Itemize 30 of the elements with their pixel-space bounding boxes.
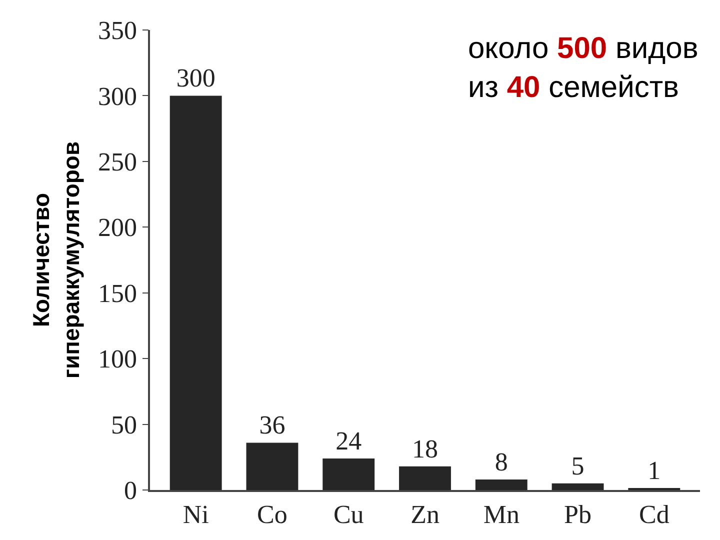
- x-tick-label: Cd: [639, 500, 670, 529]
- x-tick-label: Mn: [483, 500, 520, 529]
- bar: [322, 458, 375, 490]
- bar: [170, 96, 222, 490]
- x-tick-label: Zn: [410, 500, 440, 529]
- data-label: 24: [336, 426, 362, 456]
- data-label: 1: [648, 456, 661, 485]
- data-label: 18: [412, 434, 438, 464]
- x-tick-label: Co: [257, 500, 288, 529]
- y-tick-label: 250: [98, 148, 138, 177]
- x-tick-label: Pb: [564, 500, 592, 529]
- y-axis-title: Количество гипераккумуляторов: [28, 141, 84, 379]
- bar: [246, 442, 298, 490]
- y-tick-label: 350: [98, 16, 138, 46]
- data-label: 8: [494, 447, 508, 476]
- bar: [475, 479, 528, 490]
- text: около 500 видов из 40 семейств: [468, 32, 698, 104]
- bar: [399, 466, 451, 490]
- data-label: 300: [176, 64, 216, 93]
- y-tick-label: 100: [98, 344, 138, 374]
- bar: [552, 483, 604, 490]
- y-tick-label: 150: [98, 278, 138, 308]
- y-tick-label: 200: [98, 213, 138, 242]
- y-tick-label: 50: [111, 410, 138, 440]
- y-tick-label: 0: [124, 476, 138, 506]
- y-tick-label: 300: [98, 82, 138, 111]
- data-label: 36: [259, 410, 286, 440]
- data-label: 5: [571, 451, 584, 480]
- x-tick-label: Cu: [333, 500, 364, 529]
- x-tick-label: Ni: [182, 500, 209, 529]
